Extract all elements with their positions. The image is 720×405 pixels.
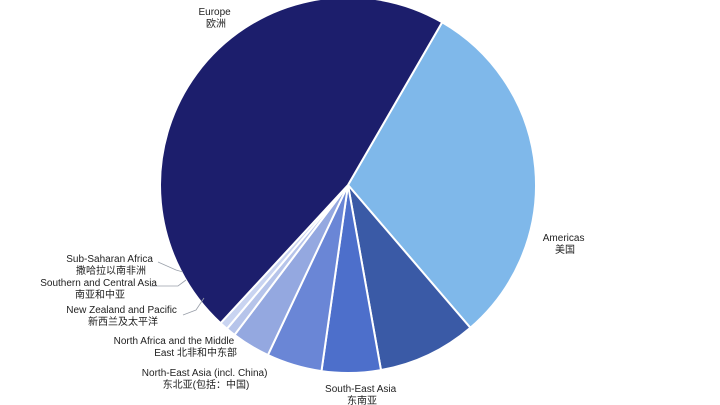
slice-label-north-africa-middle-east: North Africa and the Middle East 北非和中东部 <box>114 336 237 359</box>
slice-label-south-east-asia: South-East Asia 东南亚 <box>325 384 399 405</box>
slice-label-north-east-asia: North-East Asia (incl. China) 东北亚(包括：中国) <box>142 368 270 391</box>
leader-line <box>150 279 187 287</box>
pie-slice-europe <box>159 0 444 325</box>
pie-slice-south-east-asia <box>346 181 472 372</box>
leader-line <box>157 261 184 273</box>
slice-label-sub-saharan-africa: Sub-Saharan Africa 撒哈拉以南非洲 <box>66 254 156 277</box>
leader-line <box>182 297 205 316</box>
pie-slice-americas <box>346 20 537 330</box>
slice-label-southern-central-asia: Southern and Central Asia 南亚和中亚 <box>40 278 160 301</box>
slice-label-americas: Americas 美国 <box>543 233 587 256</box>
leader-lines <box>150 261 205 316</box>
slice-label-new-zealand-pacific: New Zealand and Pacific 新西兰及太平洋 <box>66 305 179 328</box>
slice-label-europe: Europe 欧洲 <box>198 7 233 30</box>
pie-slices <box>159 0 537 374</box>
